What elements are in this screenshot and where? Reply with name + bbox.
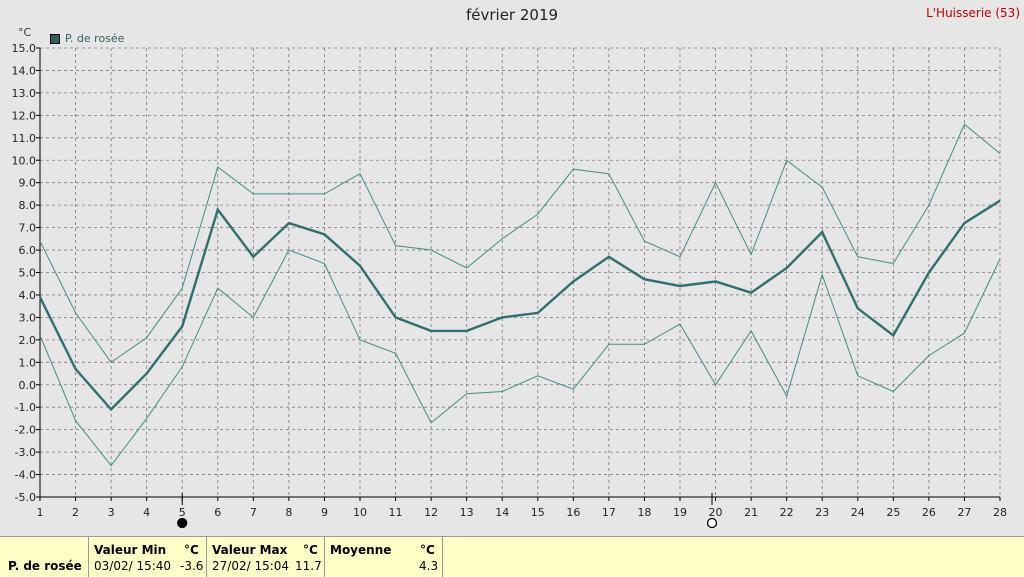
x-tick-label: 5: [179, 506, 186, 519]
max-header: Valeur Max: [212, 543, 288, 557]
y-tick-label: 0.0: [19, 379, 37, 392]
min-date: 03/02/ 15:40: [94, 559, 172, 573]
x-tick-label: 24: [851, 506, 865, 519]
min-value: -3.6: [180, 559, 204, 573]
y-tick-label: 11.0: [12, 132, 37, 145]
x-tick-label: 6: [214, 506, 221, 519]
station-name: L'Huisserie (53): [926, 6, 1020, 20]
y-tick-label: -4.0: [15, 469, 36, 482]
x-tick-label: 3: [108, 506, 115, 519]
y-tick-label: 15.0: [12, 42, 37, 55]
x-tick-label: 8: [285, 506, 292, 519]
new-moon-icon: [177, 517, 188, 529]
max-unit: °C: [303, 543, 318, 557]
summary-max-cell: Valeur Max °C 27/02/ 15:04 11.7: [206, 537, 325, 577]
chart-title: février 2019: [465, 6, 559, 24]
y-tick-label: -2.0: [15, 424, 36, 437]
full-moon-icon: [706, 517, 718, 529]
x-tick-label: 20: [709, 506, 723, 519]
chart-area: 15.014.013.012.011.010.09.08.07.06.05.04…: [12, 42, 1007, 529]
summary-row-label: P. de rosée: [8, 559, 82, 573]
summary-avg-cell: Moyenne °C 4.3: [324, 537, 443, 577]
legend-swatch: [50, 33, 60, 44]
min-header: Valeur Min: [94, 543, 167, 557]
x-tick-label: 19: [673, 506, 687, 519]
x-tick-label: 26: [922, 506, 936, 519]
y-tick-label: -1.0: [15, 401, 36, 414]
x-tick-label: 4: [143, 506, 150, 519]
x-tick-label: 1: [37, 506, 44, 519]
x-tick-label: 7: [250, 506, 257, 519]
x-tick-label: 22: [780, 506, 794, 519]
max-date: 27/02/ 15:04: [212, 559, 290, 573]
avg-value: 4.3: [419, 559, 439, 573]
avg-unit: °C: [420, 543, 435, 557]
summary-row-label-cell: P. de rosée: [0, 537, 89, 577]
x-tick-label: 12: [424, 506, 438, 519]
y-tick-label: -3.0: [15, 446, 36, 459]
y-tick-label: 12.0: [12, 109, 37, 122]
y-tick-label: 5.0: [19, 267, 37, 280]
legend-label: P. de rosée: [65, 32, 125, 45]
y-tick-label: -5.0: [15, 491, 36, 504]
x-tick-label: 14: [495, 506, 509, 519]
x-tick-label: 18: [637, 506, 651, 519]
y-tick-label: 2.0: [19, 334, 37, 347]
y-tick-label: 6.0: [19, 244, 37, 257]
x-tick-label: 15: [531, 506, 545, 519]
y-tick-label: 1.0: [19, 356, 37, 369]
y-tick-label: 9.0: [19, 177, 37, 190]
x-tick-label: 9: [321, 506, 328, 519]
x-tick-label: 16: [566, 506, 580, 519]
x-tick-label: 25: [886, 506, 900, 519]
x-tick-label: 23: [815, 506, 829, 519]
legend: P. de rosée: [50, 32, 124, 45]
y-tick-label: 10.0: [12, 154, 37, 167]
min-unit: °C: [184, 543, 199, 557]
series-line-max: [39, 123, 1001, 363]
y-tick-label: 4.0: [19, 289, 37, 302]
x-tick-label: 11: [389, 506, 403, 519]
y-tick-label: 13.0: [12, 87, 37, 100]
x-tick-label: 28: [993, 506, 1007, 519]
max-value: 11.7: [295, 559, 322, 573]
y-axis-unit: °C: [18, 26, 32, 39]
summary-table: P. de rosée Valeur Min °C 03/02/ 15:40 -…: [0, 536, 1024, 577]
series-line-min: [39, 249, 1001, 467]
x-tick-label: 2: [72, 506, 79, 519]
x-tick-label: 13: [460, 506, 474, 519]
y-tick-label: 14.0: [12, 64, 37, 77]
y-tick-label: 8.0: [19, 199, 37, 212]
x-tick-label: 10: [353, 506, 367, 519]
x-tick-label: 27: [957, 506, 971, 519]
y-tick-label: 3.0: [19, 311, 37, 324]
series-line-mean: [38, 199, 1001, 412]
x-tick-label: 21: [744, 506, 758, 519]
summary-min-cell: Valeur Min °C 03/02/ 15:40 -3.6: [88, 537, 207, 577]
avg-header: Moyenne: [330, 543, 392, 557]
x-tick-label: 17: [602, 506, 616, 519]
y-tick-label: 7.0: [19, 222, 37, 235]
